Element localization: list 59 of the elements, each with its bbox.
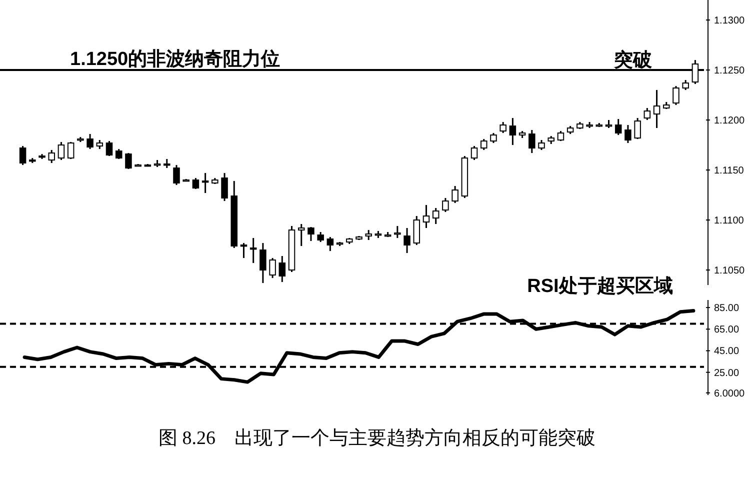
- candlestick: [308, 226, 314, 242]
- candlestick: [86, 133, 94, 150]
- candlestick: [192, 177, 200, 190]
- candlestick: [260, 242, 266, 284]
- y-tick-label: 65.00: [714, 324, 740, 336]
- candlestick: [202, 172, 209, 194]
- y-tick-label: 45.00: [714, 346, 740, 358]
- candlestick: [557, 130, 564, 142]
- y-tick-label: 6.0000: [714, 388, 746, 400]
- candlestick: [404, 227, 410, 254]
- y-tick-label: 25.00: [714, 368, 740, 379]
- candlestick: [672, 85, 680, 106]
- y-tick-label: 1.1300: [714, 16, 746, 26]
- candlestick: [240, 242, 248, 259]
- candlestick: [413, 215, 420, 246]
- candlestick: [624, 124, 632, 144]
- candlestick: [298, 223, 305, 247]
- annotation: 突破: [613, 49, 653, 71]
- candlestick: [653, 89, 660, 129]
- candlestick: [365, 229, 372, 241]
- candlestick: [269, 257, 276, 279]
- candlestick: [644, 107, 651, 121]
- candlestick: [538, 139, 545, 151]
- candlestick: [509, 117, 516, 146]
- candlestick: [470, 145, 478, 161]
- candlestick: [125, 152, 132, 170]
- y-tick-label: 1.1200: [714, 116, 746, 126]
- candlestick: [614, 118, 622, 136]
- y-tick-label: 1.1050: [714, 266, 746, 276]
- y-tick-label: 1.1100: [714, 216, 744, 226]
- candlestick: [173, 164, 180, 186]
- candlestick: [19, 145, 26, 166]
- candlestick: [250, 237, 257, 264]
- candlestick: [221, 172, 228, 202]
- candlestick: [422, 204, 430, 229]
- candlestick: [106, 140, 113, 157]
- candlestick: [432, 207, 440, 225]
- candlestick: [500, 121, 506, 134]
- ref-line-label: 1.1250的非波纳奇阻力位: [70, 48, 280, 70]
- candlestick: [48, 149, 55, 164]
- candlestick: [528, 129, 536, 154]
- y-tick-label: 1.1150: [714, 166, 744, 176]
- y-tick-label: 1.1250: [714, 66, 746, 76]
- candlestick: [394, 225, 401, 239]
- candlestick: [115, 148, 122, 160]
- caption: 图 8.26 出现了一个与主要趋势方向相反的可能突破: [158, 427, 596, 449]
- annotation: RSI处于超买区域: [527, 275, 673, 297]
- candlestick: [67, 141, 74, 160]
- y-tick-label: 85.00: [714, 303, 740, 314]
- candlestick: [452, 185, 458, 204]
- candlestick: [682, 79, 689, 91]
- candlestick: [326, 236, 334, 252]
- candlestick: [278, 255, 286, 283]
- candlestick: [317, 231, 324, 243]
- candlestick: [480, 138, 488, 151]
- candlestick: [490, 132, 497, 144]
- candlestick: [58, 141, 65, 161]
- candlestick: [634, 117, 641, 140]
- candlestick: [442, 197, 449, 213]
